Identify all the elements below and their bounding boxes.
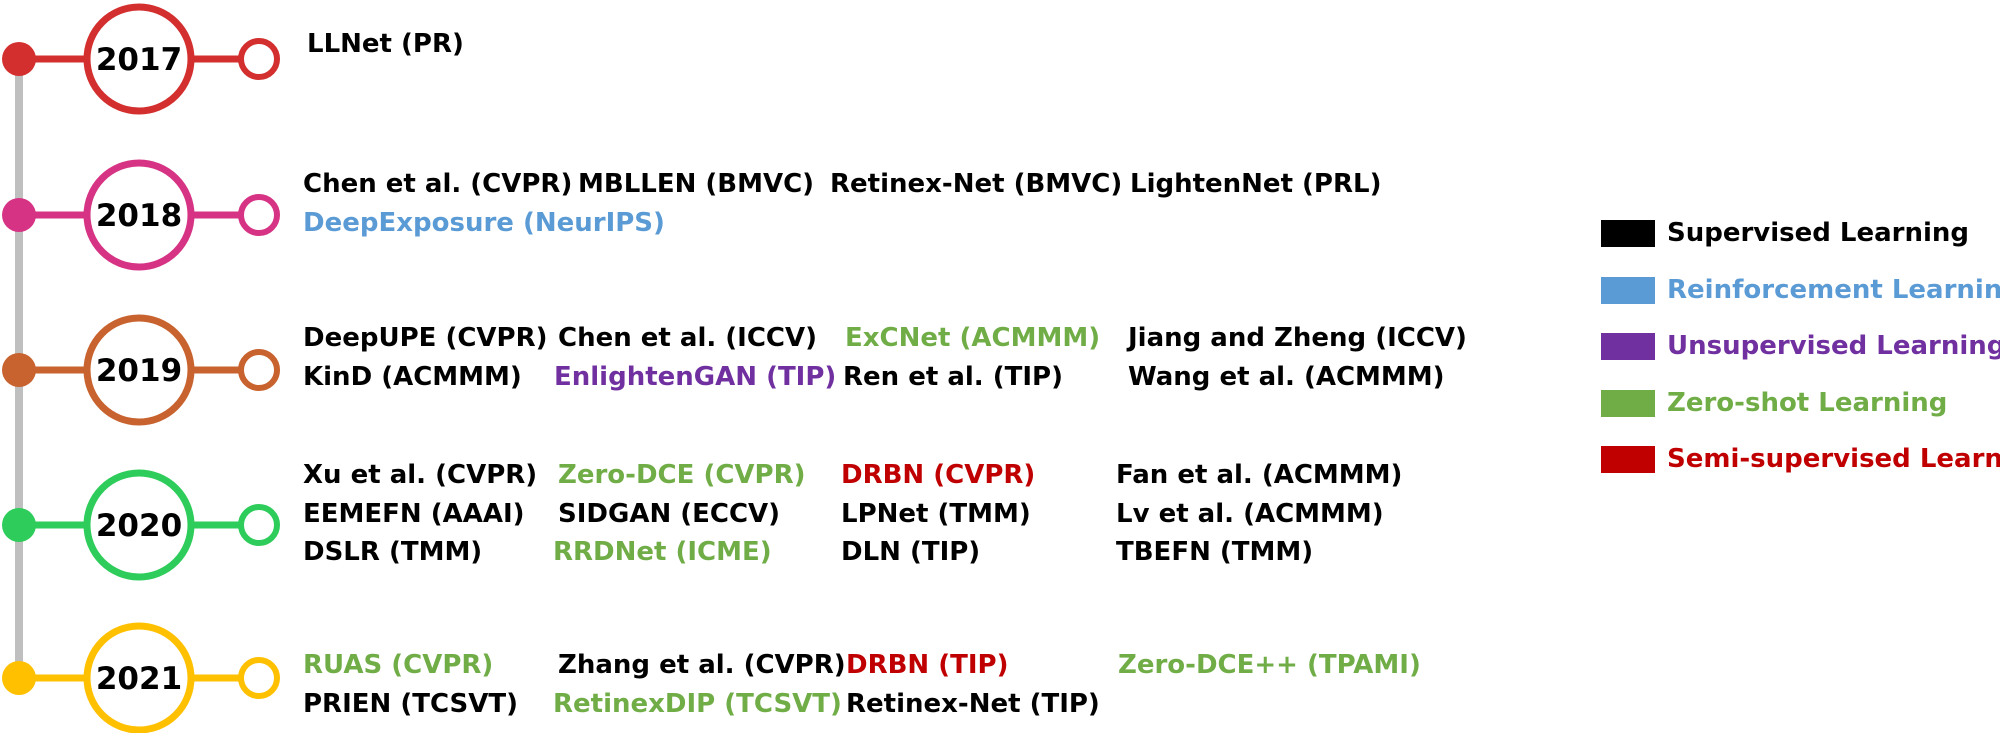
year-end-circle: [238, 504, 280, 546]
method-label: Chen et al. (ICCV): [558, 323, 818, 353]
year-end-circle: [238, 38, 280, 80]
method-label: Fan et al. (ACMMM): [1116, 460, 1403, 490]
legend-label-semi-supervised: Semi-supervised Learning: [1667, 444, 2000, 474]
legend-swatch-zero-shot: [1601, 390, 1655, 417]
method-label: RUAS (CVPR): [303, 650, 494, 680]
method-label: DSLR (TMM): [303, 537, 483, 567]
year-label: 2020: [96, 508, 182, 544]
year-label: 2019: [96, 353, 182, 389]
method-label: Ren et al. (TIP): [843, 362, 1063, 392]
year-circle: [83, 622, 195, 733]
legend-label-reinforcement: Reinforcement Learning: [1667, 275, 2000, 305]
method-label: Chen et al. (CVPR): [303, 169, 573, 199]
method-label: DeepExposure (NeurIPS): [303, 208, 665, 238]
method-label: DLN (TIP): [841, 537, 981, 567]
year-node-2018: 2018: [2, 159, 280, 271]
method-label: RRDNet (ICME): [553, 537, 772, 567]
method-label: RetinexDIP (TCSVT): [553, 689, 842, 719]
legend-label-unsupervised: Unsupervised Learning: [1667, 331, 2000, 361]
year-end-circle: [238, 349, 280, 391]
method-label: DRBN (CVPR): [841, 460, 1036, 490]
timeline-dot: [2, 353, 36, 387]
legend-swatch-reinforcement: [1601, 277, 1655, 304]
year-label: 2018: [96, 198, 182, 234]
method-label: Retinex-Net (TIP): [846, 689, 1100, 719]
method-label: Xu et al. (CVPR): [303, 460, 538, 490]
legend-label-supervised: Supervised Learning: [1667, 218, 1970, 248]
method-label: Wang et al. (ACMMM): [1128, 362, 1445, 392]
method-label: EEMEFN (AAAI): [303, 499, 525, 529]
method-label: LightenNet (PRL): [1130, 169, 1382, 199]
year-circle: [83, 469, 195, 581]
method-label: KinD (ACMMM): [303, 362, 522, 392]
method-label: DRBN (TIP): [846, 650, 1009, 680]
year-node-2021: 2021: [2, 622, 280, 733]
method-label: Jiang and Zheng (ICCV): [1128, 323, 1467, 353]
method-label: Zero-DCE++ (TPAMI): [1118, 650, 1421, 680]
method-label: DeepUPE (CVPR): [303, 323, 548, 353]
legend-label-zero-shot: Zero-shot Learning: [1667, 388, 1948, 418]
year-node-2017: 2017: [2, 3, 280, 115]
year-circle: [83, 159, 195, 271]
method-label: LLNet (PR): [307, 29, 464, 59]
legend-swatch-semi-supervised: [1601, 446, 1655, 473]
method-label: EnlightenGAN (TIP): [554, 362, 837, 392]
year-circle: [83, 314, 195, 426]
method-label: LPNet (TMM): [841, 499, 1031, 529]
timeline-dot: [2, 42, 36, 76]
legend-swatch-supervised: [1601, 220, 1655, 247]
timeline-dot: [2, 198, 36, 232]
method-label: TBEFN (TMM): [1116, 537, 1314, 567]
year-label: 2017: [96, 42, 182, 78]
year-circle: [83, 3, 195, 115]
method-label: Zero-DCE (CVPR): [558, 460, 806, 490]
method-label: Zhang et al. (CVPR): [558, 650, 846, 680]
method-label: ExCNet (ACMMM): [845, 323, 1101, 353]
method-label: MBLLEN (BMVC): [578, 169, 815, 199]
method-label: Lv et al. (ACMMM): [1116, 499, 1384, 529]
legend-swatch-unsupervised: [1601, 333, 1655, 360]
timeline-dot: [2, 661, 36, 695]
method-label: SIDGAN (ECCV): [558, 499, 781, 529]
method-label: PRIEN (TCSVT): [303, 689, 518, 719]
method-label: Retinex-Net (BMVC): [830, 169, 1123, 199]
year-end-circle: [238, 657, 280, 699]
year-end-circle: [238, 194, 280, 236]
year-label: 2021: [96, 661, 182, 697]
year-node-2020: 2020: [2, 469, 280, 581]
timeline-dot: [2, 508, 36, 542]
year-node-2019: 2019: [2, 314, 280, 426]
